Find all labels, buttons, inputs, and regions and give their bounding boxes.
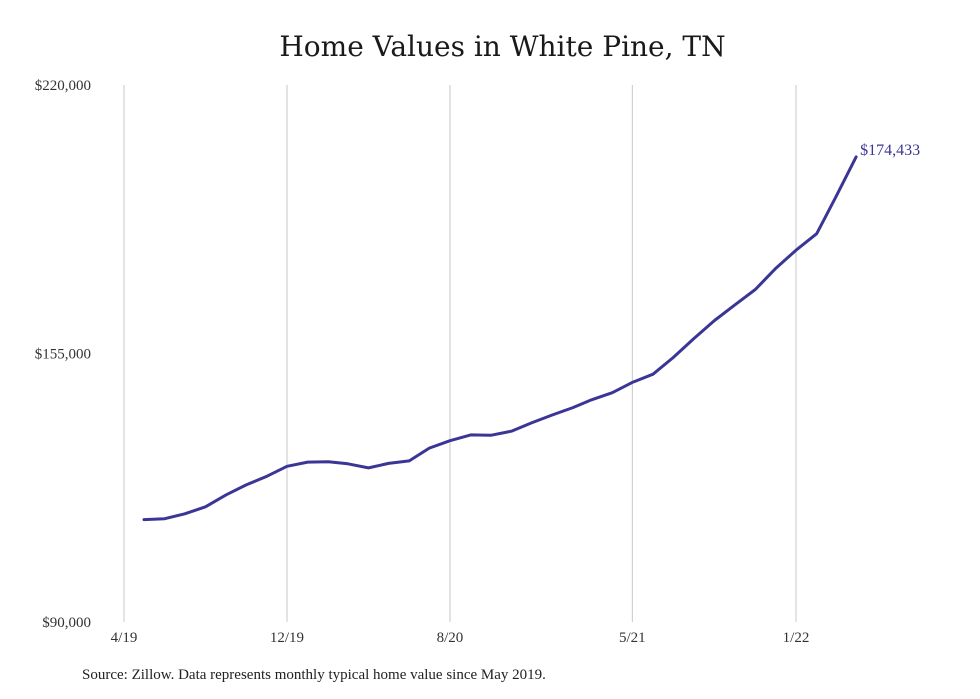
grid-lines [123,85,797,622]
y-axis-ticks: $90,000 $155,000 $220,000 [35,78,91,631]
y-tick-label: $220,000 [35,78,91,94]
x-tick-label: 12/19 [270,630,304,646]
x-tick-label: 8/20 [437,630,464,646]
x-tick-label: 5/21 [619,630,646,646]
y-tick-label: $155,000 [35,347,91,363]
series-layer [142,155,858,522]
chart-title: Home Values in White Pine, TN [279,30,726,63]
series-line [142,155,858,522]
end-value-label: $174,433 [860,142,920,159]
x-tick-label: 4/19 [111,630,138,646]
y-tick-label: $90,000 [42,615,91,631]
x-tick-label: 1/22 [783,630,810,646]
x-axis-ticks: 4/19 12/19 8/20 5/21 1/22 [111,630,810,646]
source-note: Source: Zillow. Data represents monthly … [82,667,546,683]
